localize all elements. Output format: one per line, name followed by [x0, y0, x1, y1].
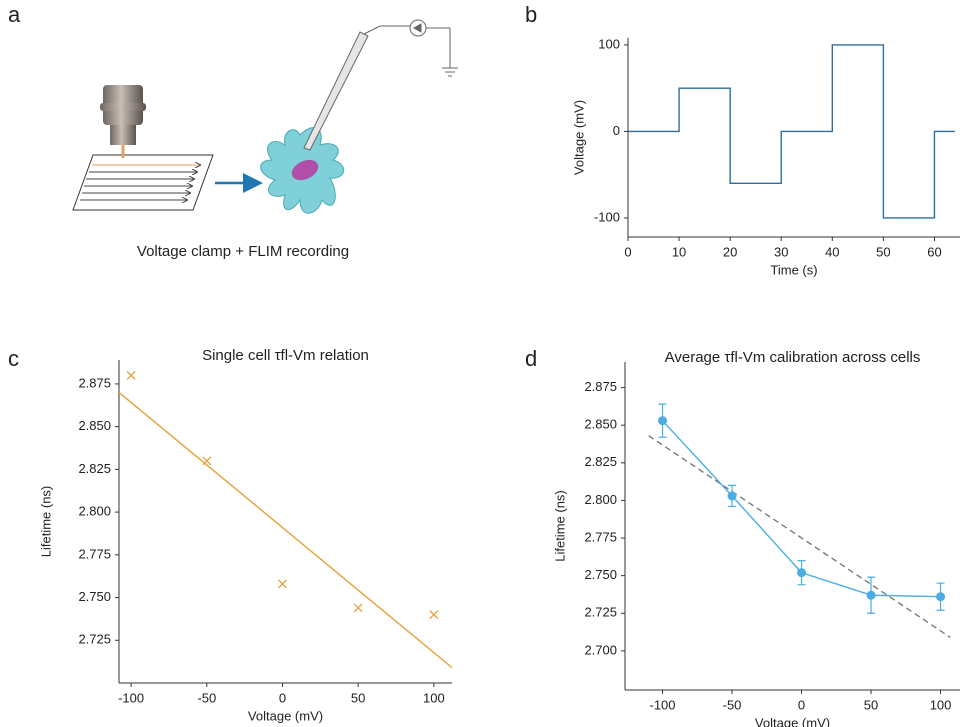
- x-tick-label: 0: [279, 690, 286, 705]
- point: [202, 456, 212, 466]
- point: [126, 370, 136, 380]
- point: [866, 590, 876, 600]
- x-tick-label: -50: [723, 697, 742, 712]
- x-tick-label: 0: [624, 244, 631, 259]
- y-tick-label: 2.850: [584, 417, 617, 432]
- y-tick-label: 2.800: [584, 492, 617, 507]
- x-tick-label: 30: [774, 244, 788, 259]
- chart-title: Single cell τfl-Vm relation: [202, 347, 369, 364]
- x-axis-label: Voltage (mV): [248, 708, 323, 723]
- y-tick-label: 2.775: [78, 546, 111, 561]
- y-tick-label: 2.850: [78, 418, 111, 433]
- chart-title: Average τfl-Vm calibration across cells: [665, 349, 921, 366]
- y-tick-label: 2.750: [78, 589, 111, 604]
- y-tick-label: 2.700: [584, 642, 617, 657]
- pipette-circuit: [303, 19, 458, 151]
- y-tick-label: 0: [613, 123, 620, 138]
- y-tick-label: 100: [598, 36, 620, 51]
- x-axis-label: Voltage (mV): [755, 715, 830, 727]
- diagram: Voltage clamp + FLIM recording: [72, 19, 458, 260]
- panel-label: c: [8, 346, 19, 371]
- x-tick-label: 100: [930, 697, 952, 712]
- y-tick-label: 2.800: [78, 504, 111, 519]
- point: [658, 416, 668, 426]
- y-axis-label: Lifetime (ns): [38, 486, 53, 558]
- x-tick-label: 10: [672, 244, 686, 259]
- y-tick-label: 2.875: [78, 375, 111, 390]
- x-tick-label: -100: [650, 697, 676, 712]
- y-tick-label: 2.725: [78, 632, 111, 647]
- panel-label: b: [525, 2, 537, 27]
- series-line: [628, 44, 955, 219]
- y-axis-label: Voltage (mV): [571, 100, 586, 175]
- x-tick-label: 50: [876, 244, 890, 259]
- point: [429, 610, 439, 620]
- x-tick-label: -100: [118, 690, 144, 705]
- x-tick-label: 50: [864, 697, 878, 712]
- x-tick-label: 20: [723, 244, 737, 259]
- y-tick-label: 2.750: [584, 567, 617, 582]
- y-axis-label: Lifetime (ns): [552, 490, 567, 562]
- point: [797, 568, 807, 578]
- x-tick-label: 50: [351, 690, 365, 705]
- y-tick-label: -100: [594, 209, 620, 224]
- cell: [260, 127, 344, 214]
- panel-label: d: [525, 346, 537, 371]
- y-tick-label: 2.775: [584, 529, 617, 544]
- series-line: [118, 391, 453, 669]
- x-tick-label: 0: [798, 697, 805, 712]
- panel-label: a: [8, 2, 21, 27]
- scan-lines: [80, 165, 200, 200]
- microscope: [100, 85, 146, 158]
- diagram-caption: Voltage clamp + FLIM recording: [137, 243, 349, 260]
- x-tick-label: -50: [197, 690, 216, 705]
- point: [278, 579, 287, 589]
- y-tick-label: 2.725: [584, 605, 617, 620]
- x-axis-label: Time (s): [770, 262, 817, 277]
- x-tick-label: 40: [825, 244, 839, 259]
- y-tick-label: 2.825: [584, 454, 617, 469]
- slide: [72, 154, 214, 211]
- x-tick-label: 100: [423, 690, 445, 705]
- x-tick-label: 60: [927, 244, 941, 259]
- y-tick-label: 2.875: [584, 379, 617, 394]
- y-tick-label: 2.825: [78, 461, 111, 476]
- point: [936, 592, 946, 602]
- series-line: [648, 435, 951, 638]
- point: [727, 491, 737, 501]
- point: [353, 603, 363, 613]
